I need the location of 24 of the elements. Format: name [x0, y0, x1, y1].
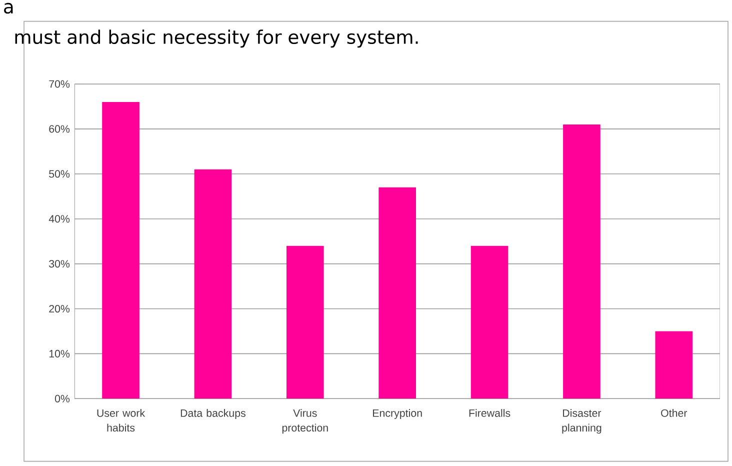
- y-tick-label: 10%: [49, 350, 70, 358]
- bar: [194, 169, 232, 399]
- bar: [470, 246, 508, 399]
- y-tick-label: 50%: [49, 170, 70, 178]
- x-tick-label: User work habits: [97, 409, 146, 432]
- y-tick-label: 30%: [49, 260, 70, 268]
- bar: [286, 246, 324, 399]
- chart-subtitle: must and basic necessity for every system.: [15, 30, 418, 48]
- x-tick-label: Encryption: [373, 409, 422, 420]
- x-tick-label: Firewalls: [469, 409, 510, 417]
- bar: [102, 102, 140, 399]
- bar: [563, 124, 600, 399]
- bar: [378, 187, 416, 399]
- x-tick-label: Virus protection: [282, 409, 328, 434]
- y-tick-label: 0%: [54, 394, 70, 402]
- y-tick-label: 20%: [49, 304, 70, 313]
- chart-title: a: [4, 2, 13, 14]
- x-tick-label: Disaster planning: [562, 409, 602, 434]
- y-tick-label: 70%: [49, 80, 70, 88]
- x-tick-label: Other: [661, 409, 688, 417]
- y-tick-label: 40%: [48, 215, 70, 223]
- x-tick-label: Data backups: [180, 409, 246, 420]
- bar: [655, 331, 693, 399]
- y-tick-label: 60%: [49, 125, 70, 133]
